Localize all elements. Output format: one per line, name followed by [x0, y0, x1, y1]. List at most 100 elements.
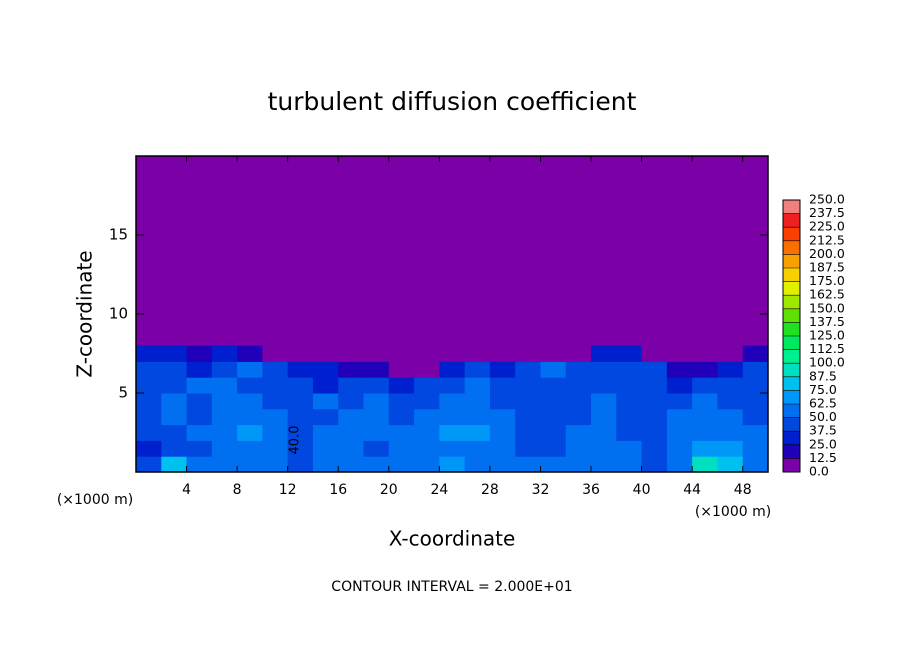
colorbar-band — [783, 322, 800, 336]
y-tick-label: 15 — [109, 226, 128, 244]
contour-cell — [312, 456, 339, 473]
contour-cell — [692, 408, 718, 426]
contour-cell — [211, 377, 238, 394]
contour-cell — [262, 456, 289, 473]
contour-cell — [692, 377, 718, 394]
contour-cell — [692, 361, 718, 378]
colorbar-band — [783, 458, 800, 472]
colorbar-label: 0.0 — [809, 464, 829, 479]
contour-cell — [666, 361, 693, 378]
colorbar-label: 112.5 — [809, 341, 845, 356]
contour-cell — [489, 440, 516, 457]
x-tick-label: 4 — [182, 482, 191, 498]
contour-cell — [338, 345, 365, 362]
contour-cell — [540, 345, 567, 362]
y-tick-label: 10 — [109, 305, 128, 323]
colorbar-label: 162.5 — [809, 287, 845, 302]
contour-cell — [237, 361, 263, 378]
contour-cell — [287, 440, 314, 457]
colorbar-label: 237.5 — [809, 205, 845, 220]
contour-cell — [515, 377, 541, 394]
contour-cell — [616, 345, 643, 362]
contour-cell — [489, 345, 516, 362]
contour-cell — [136, 393, 162, 410]
contour-cell — [565, 393, 592, 410]
contour-cell — [742, 377, 769, 394]
x-tick-label: 44 — [683, 482, 701, 498]
colorbar-band — [783, 295, 800, 309]
contour-cell — [616, 440, 643, 457]
colorbar-label: 200.0 — [809, 246, 845, 261]
contour-cell — [591, 456, 617, 473]
contour-cell — [363, 393, 390, 410]
contour-cell — [717, 424, 744, 441]
contour-cell — [287, 345, 314, 362]
contour-cell — [262, 424, 289, 441]
contour-cell — [262, 345, 289, 362]
chart-title: turbulent diffusion coefficient — [268, 87, 637, 116]
colorbar-label: 137.5 — [809, 314, 845, 329]
contour-cell — [742, 361, 769, 378]
contour-cell — [515, 440, 541, 457]
colorbar-label: 175.0 — [809, 273, 845, 288]
contour-cell — [287, 408, 314, 426]
colorbar-label: 212.5 — [809, 232, 845, 247]
contour-cell — [211, 424, 238, 441]
contour-cell — [186, 456, 213, 473]
contour-cell — [363, 345, 390, 362]
contour-cell — [515, 345, 541, 362]
x-tick-label: 16 — [329, 482, 347, 498]
contour-cell — [666, 393, 693, 410]
contour-cell — [186, 440, 213, 457]
contour-cell — [439, 345, 466, 362]
contour-cell — [515, 456, 541, 473]
contour-cell — [616, 377, 643, 394]
contour-cell — [641, 377, 668, 394]
contour-cell — [616, 456, 643, 473]
contour-cell — [237, 377, 263, 394]
contour-cell — [338, 440, 365, 457]
colorbar-band — [783, 308, 800, 323]
x-tick-label: 20 — [380, 482, 398, 498]
contour-cell — [489, 456, 516, 473]
contour-cell — [363, 361, 390, 378]
colorbar-band — [783, 363, 800, 377]
contour-cell — [363, 424, 390, 441]
contour-cell — [237, 393, 263, 410]
contour-cell — [717, 377, 744, 394]
contour-cell — [464, 345, 491, 362]
contour-cell — [388, 424, 415, 441]
y-axis-label: Z-coordinate — [73, 250, 97, 377]
contour-cell — [464, 377, 491, 394]
contour-cell — [616, 408, 643, 426]
contour-cell — [136, 424, 162, 441]
contour-label: 40.0 — [288, 426, 303, 455]
contour-cell — [641, 456, 668, 473]
x-tick-label: 48 — [734, 482, 752, 498]
contour-cell — [692, 456, 718, 473]
colorbar-label: 100.0 — [809, 355, 845, 370]
contour-cell — [211, 440, 238, 457]
contour-cell — [287, 377, 314, 394]
contour-cell — [136, 345, 162, 362]
contour-cell — [717, 345, 744, 362]
colorbar-label: 187.5 — [809, 260, 845, 275]
contour-cell — [565, 361, 592, 378]
contour-cell — [641, 345, 668, 362]
x-tick-label: 12 — [279, 482, 297, 498]
contour-cell — [414, 361, 440, 378]
contour-cell — [237, 440, 263, 457]
contour-cell — [388, 377, 415, 394]
x-tick-label: 8 — [233, 482, 242, 498]
contour-cell — [136, 361, 162, 378]
contour-cell — [591, 424, 617, 441]
contour-cell — [540, 393, 567, 410]
contour-cell — [211, 393, 238, 410]
contour-cell — [540, 440, 567, 457]
contour-cell — [363, 440, 390, 457]
contour-cell — [717, 440, 744, 457]
contour-cell — [666, 440, 693, 457]
contour-cell — [489, 361, 516, 378]
contour-cell — [591, 408, 617, 426]
